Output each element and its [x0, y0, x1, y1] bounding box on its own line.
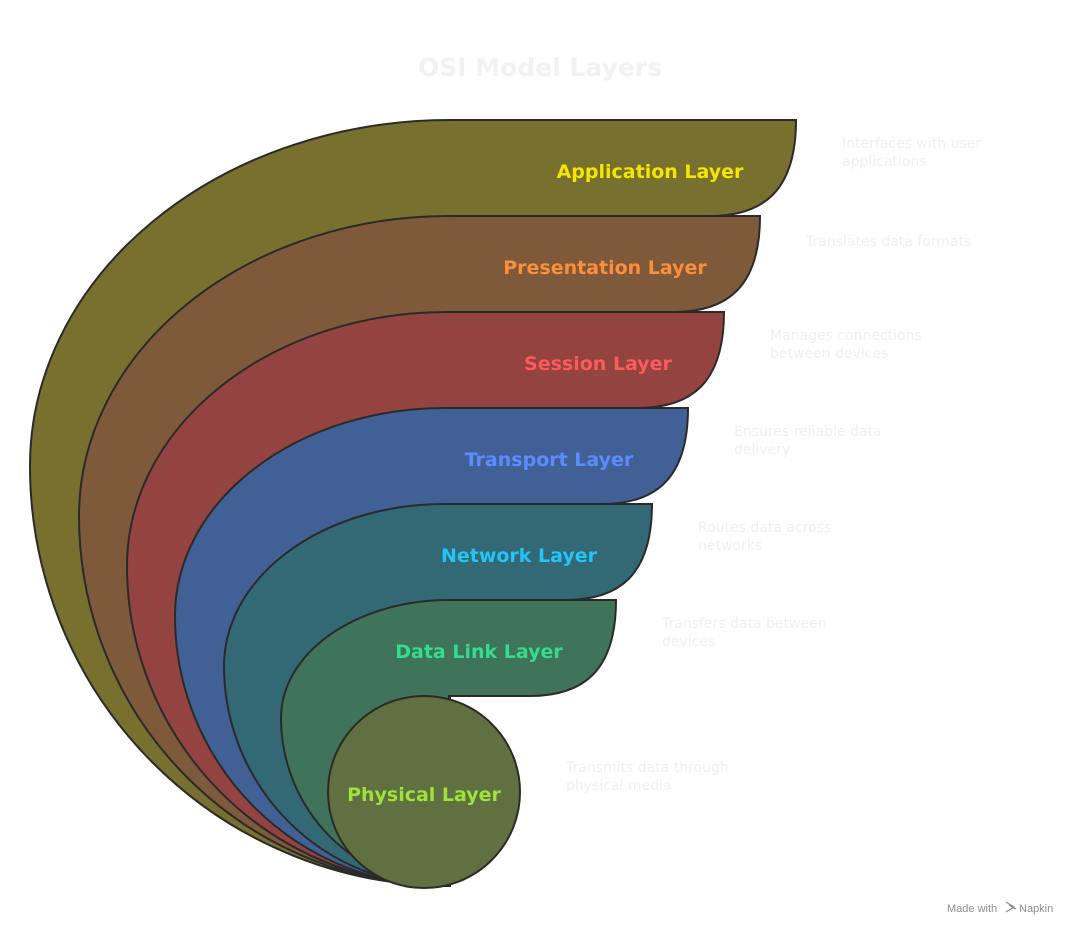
- layer-description-2: Translates data formats: [805, 234, 971, 250]
- layer-description-line: Manages connections: [770, 328, 922, 344]
- layer-label-3: Session Layer: [524, 353, 673, 375]
- layer-label-2: Presentation Layer: [503, 257, 707, 279]
- footer-made-with: Made with: [947, 903, 997, 915]
- layer-description-line: Interfaces with user: [842, 136, 981, 152]
- layer-description-line: physical media: [566, 778, 671, 794]
- layer-description-4: Ensures reliable data delivery: [734, 424, 882, 458]
- layer-shape-7: [327, 695, 521, 889]
- layer-description-line: Routes data across: [698, 520, 831, 536]
- layer-description-line: Ensures reliable data: [734, 424, 882, 440]
- footer: Made with Napkin: [947, 901, 1053, 915]
- layer-label-6: Data Link Layer: [395, 641, 563, 663]
- layer-description-line: between devices: [770, 346, 888, 362]
- layer-label-5: Network Layer: [441, 545, 598, 567]
- layer-description-5: Routes data across networks: [698, 520, 831, 554]
- layer-description-6: Transfers data between devices: [661, 616, 827, 650]
- layer-description-line: delivery: [734, 442, 790, 458]
- layer-label-4: Transport Layer: [465, 449, 634, 471]
- footer-brand: Napkin: [1019, 903, 1053, 915]
- layer-label-7: Physical Layer: [347, 784, 501, 806]
- layer-descriptions: Interfaces with user applications Translat…: [565, 136, 981, 794]
- layer-description-line: networks: [698, 538, 762, 554]
- layer-description-1: Interfaces with user applications: [842, 136, 981, 170]
- layer-label-1: Application Layer: [557, 161, 744, 183]
- layer-description-line: Translates data formats: [805, 234, 971, 250]
- layer-description-line: Transmits data through: [565, 760, 729, 776]
- layer-description-line: Transfers data between: [661, 616, 827, 632]
- layer-description-3: Manages connections between devices: [770, 328, 922, 362]
- diagram-title: OSI Model Layers: [418, 53, 662, 82]
- layer-shapes: [28, 119, 798, 889]
- layer-labels: Application Layer Presentation Layer Sessi…: [347, 161, 744, 806]
- layer-description-line: applications: [842, 154, 927, 170]
- layer-description-line: devices: [662, 634, 715, 650]
- napkin-logo-icon: [1005, 901, 1017, 913]
- layer-description-7: Transmits data through physical media: [565, 760, 729, 794]
